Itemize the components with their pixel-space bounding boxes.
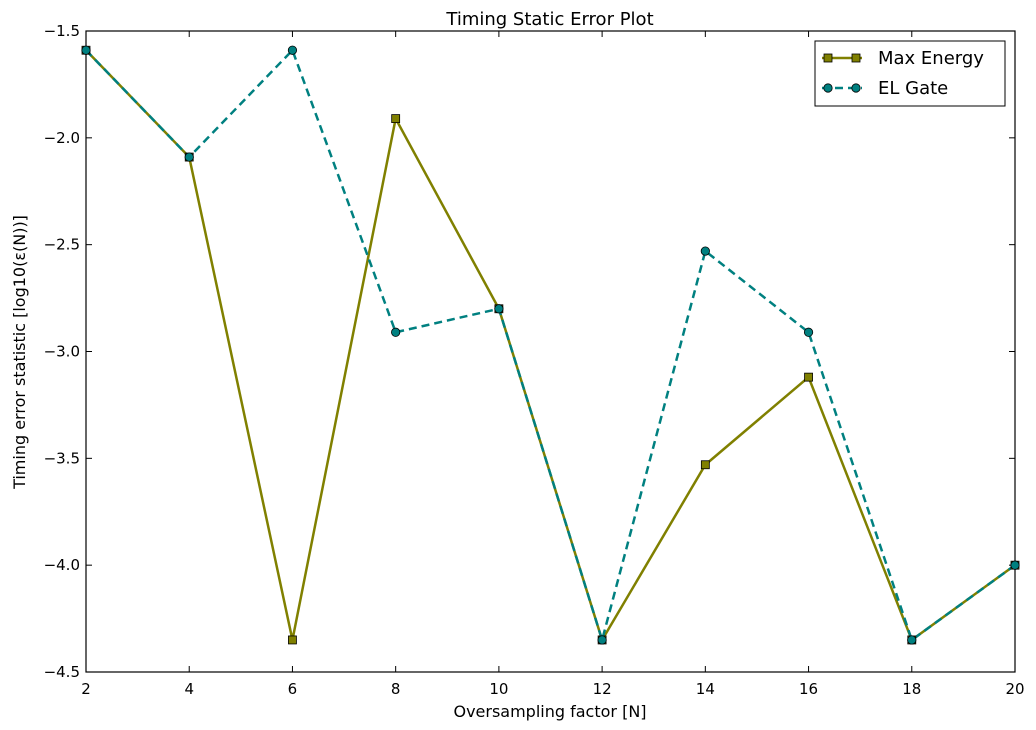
series-2-point: [700, 246, 710, 256]
series-2-point: [184, 152, 194, 162]
x-tick-label: 10: [489, 680, 508, 698]
y-tick-label: −1.5: [44, 22, 80, 40]
legend-label: Max Energy: [878, 48, 984, 69]
x-tick-label: 14: [696, 680, 715, 698]
series-1-point: [700, 460, 710, 470]
series-layer: [81, 45, 1020, 645]
legend: Max Energy EL Gate: [814, 40, 1006, 107]
plot-frame: [85, 30, 1016, 673]
x-tick-label: 16: [799, 680, 818, 698]
x-tick-label: 18: [902, 680, 921, 698]
x-tick-label: 12: [593, 680, 612, 698]
series-2-point: [597, 635, 607, 645]
x-axis-title: Oversampling factor [N]: [453, 702, 646, 721]
y-tick-label: −4.0: [44, 556, 80, 574]
x-tick-label: 20: [1005, 680, 1024, 698]
series-2-point: [803, 327, 814, 337]
y-axis: −1.5 −2.0 −2.5 −3.0 −3.5 −4.0 −4.5: [44, 22, 1015, 681]
series-1-point: [804, 372, 813, 382]
series-2-point: [907, 635, 917, 645]
plot-area: [85, 30, 1016, 673]
legend-marker: [851, 53, 861, 63]
y-tick-label: −2.0: [44, 129, 80, 147]
series-2-point: [494, 304, 504, 314]
series-2-point: [391, 327, 401, 337]
legend-box: [814, 40, 1006, 107]
legend-marker: [823, 83, 833, 93]
chart-title: Timing Static Error Plot: [445, 9, 653, 30]
series-1-point: [391, 114, 401, 124]
x-tick-label: 8: [391, 680, 401, 698]
series-line-2: [85, 47, 1016, 645]
legend-label: EL Gate: [878, 78, 948, 99]
series-line-1: [85, 49, 1016, 644]
legend-items: Max Energy EL Gate: [822, 48, 984, 99]
x-tick-label: 2: [81, 680, 91, 698]
x-tick-label: 4: [184, 680, 194, 698]
legend-marker: [851, 83, 861, 93]
series-2-point: [287, 45, 298, 55]
legend-marker: [823, 53, 833, 63]
x-tick-label: 6: [288, 680, 298, 698]
series-2-point: [81, 45, 91, 55]
y-tick-label: −2.5: [44, 236, 80, 254]
y-tick-label: −3.5: [44, 449, 80, 467]
y-axis-title: Timing error statistic [log10(ε(N))]: [10, 215, 29, 490]
y-tick-label: −4.5: [44, 663, 80, 681]
series-2-point: [1010, 560, 1020, 570]
x-axis: 2 4 6 8 10 12 14 16 18 20: [81, 31, 1025, 698]
y-tick-label: −3.0: [44, 343, 80, 361]
series-1-point: [288, 635, 297, 645]
